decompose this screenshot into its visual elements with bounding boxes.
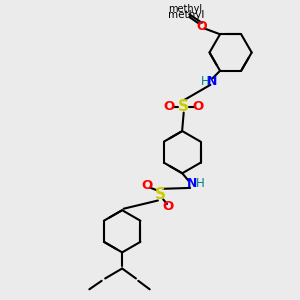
Text: O: O [196,20,207,33]
Text: methyl: methyl [168,4,202,14]
Text: N: N [207,75,218,88]
Text: methyl: methyl [168,10,204,20]
Text: H: H [201,75,210,88]
Text: O: O [193,100,204,113]
Text: N: N [186,177,197,190]
Text: O: O [141,179,153,192]
Text: O: O [163,200,174,214]
Text: S: S [178,99,189,114]
Text: S: S [155,187,166,202]
Text: H: H [195,177,204,190]
Text: O: O [164,100,175,113]
